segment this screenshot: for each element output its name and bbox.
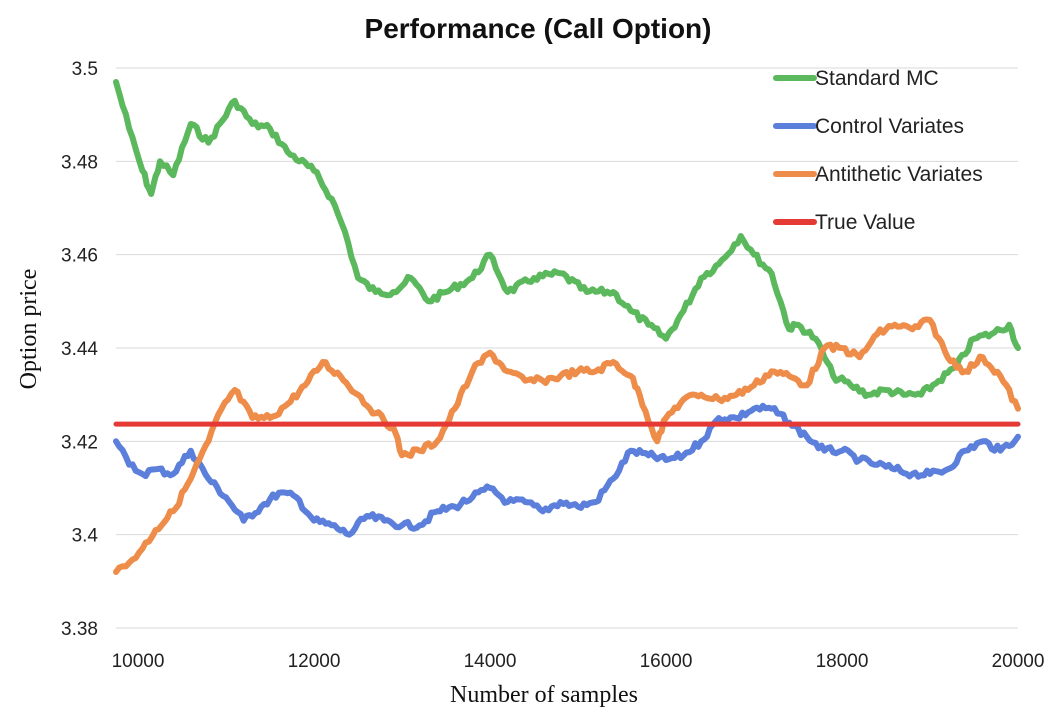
y-tick-label: 3.46 [61, 246, 98, 267]
series-line-0 [113, 79, 1021, 399]
gridlines [116, 67, 1018, 629]
y-tick-label: 3.48 [61, 152, 98, 173]
y-tick-label: 3.42 [61, 432, 98, 453]
legend-label: Antithetic Variates [815, 163, 983, 186]
legend-label: True Value [815, 211, 915, 234]
x-tick-label: 16000 [640, 651, 693, 672]
y-tick-label: 3.4 [72, 526, 99, 547]
series-line-1 [113, 402, 1021, 538]
x-tick-labels: 10000 12000 14000 16000 18000 20000 [112, 651, 1045, 672]
x-tick-label: 12000 [288, 651, 341, 672]
x-tick-label: 14000 [464, 651, 517, 672]
legend: Standard MC Control Variates Antithetic Va… [773, 67, 983, 234]
y-tick-label: 3.44 [61, 339, 98, 360]
legend-label: Standard MC [815, 67, 939, 90]
y-tick-label: 3.38 [61, 619, 98, 640]
y-tick-label: 3.5 [72, 59, 98, 80]
legend-label: Control Variates [815, 115, 964, 138]
chart-title: Performance (Call Option) [365, 13, 712, 44]
x-tick-label: 18000 [816, 651, 869, 672]
series-line-2 [113, 316, 1021, 575]
x-tick-label: 10000 [112, 651, 165, 672]
y-tick-labels: 3.38 3.4 3.42 3.44 3.46 3.48 3.5 [61, 59, 98, 640]
series-lines [113, 79, 1021, 575]
x-tick-label: 20000 [992, 651, 1045, 672]
x-axis-label: Number of samples [450, 682, 638, 708]
y-axis-label: Option price [16, 269, 42, 390]
